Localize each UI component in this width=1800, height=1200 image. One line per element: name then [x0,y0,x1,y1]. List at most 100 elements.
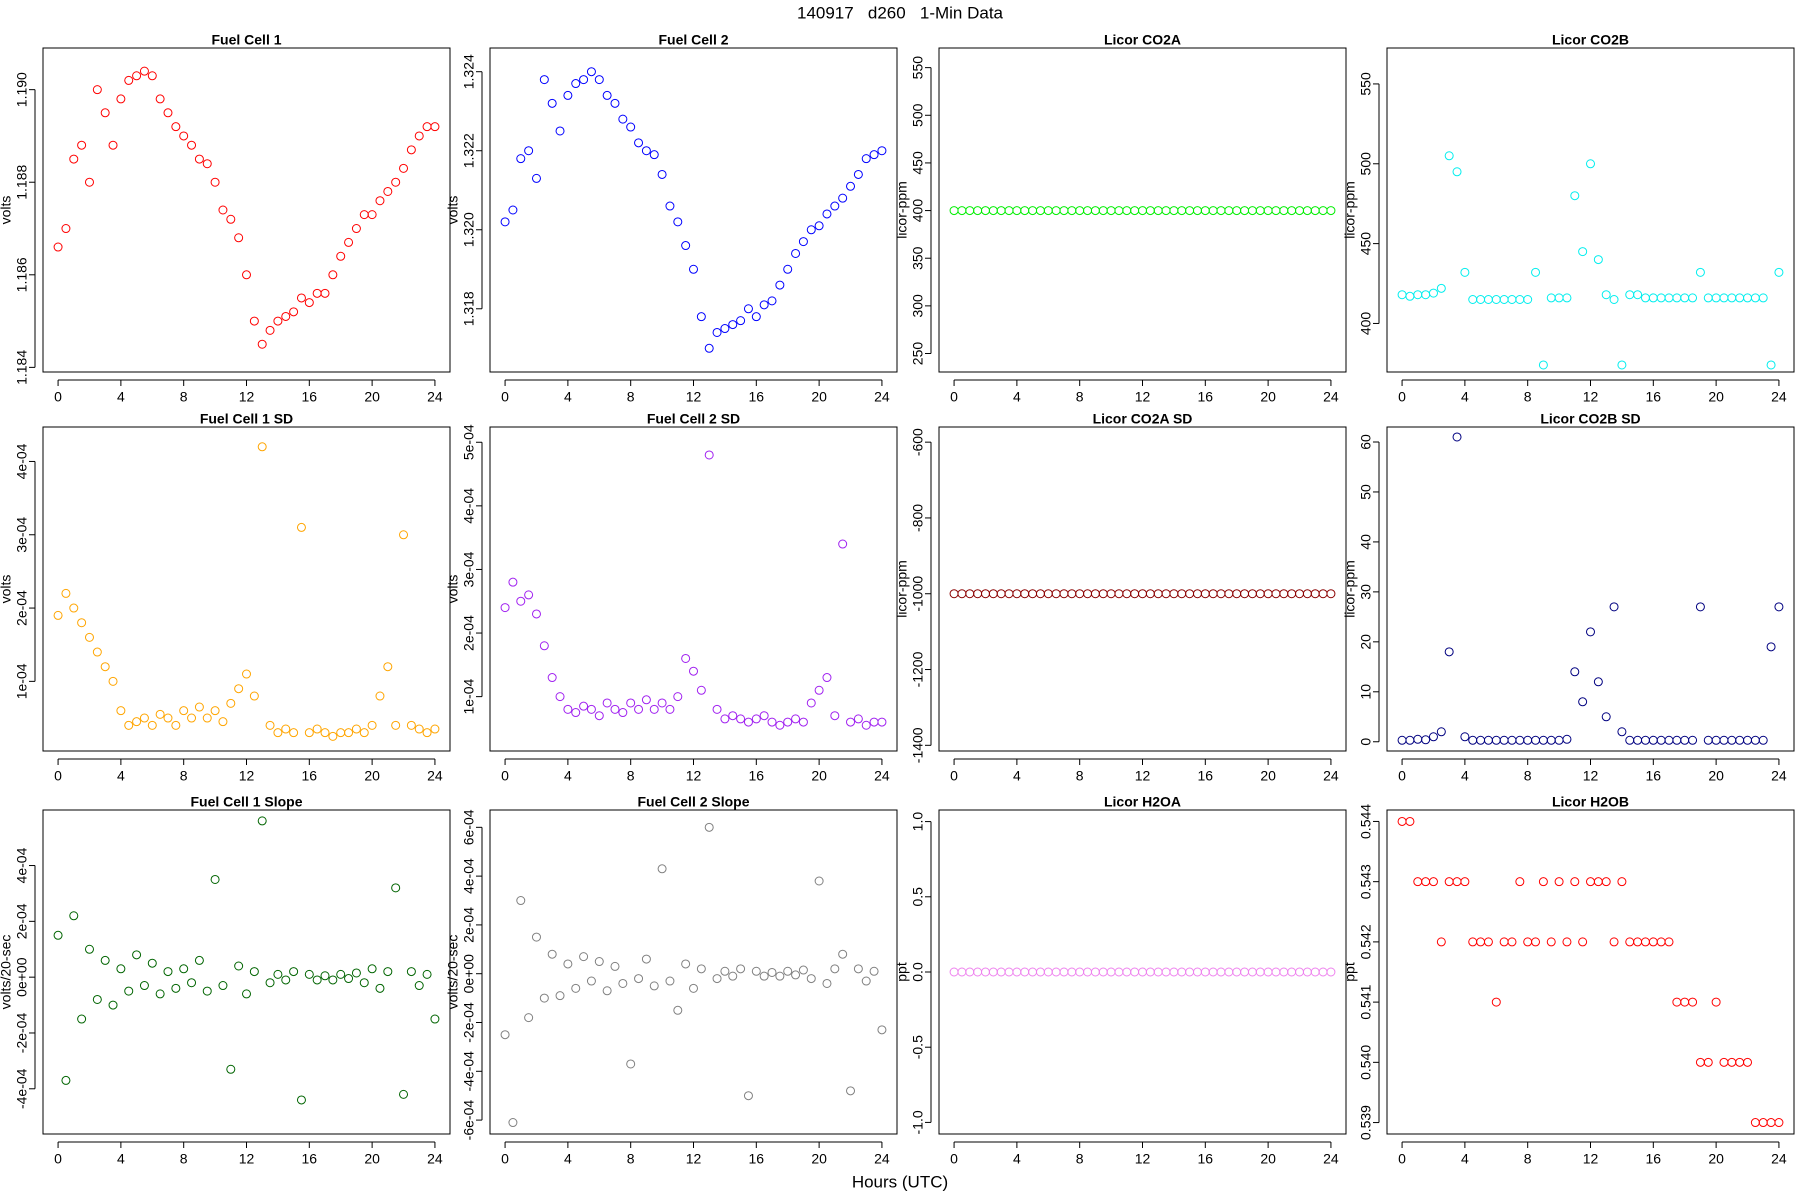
y-tick-label: 50 [1358,484,1374,500]
point [53,930,63,940]
point [814,876,824,886]
plot-box [489,47,898,373]
x-tick-label: 20 [364,389,380,405]
x-tick-label: 12 [686,1151,702,1167]
x-tick-label: 24 [427,389,443,405]
point [218,981,228,991]
point [571,708,581,718]
x-tick-label: 4 [564,768,572,784]
y-tick-label: -2e-04 [14,1013,30,1054]
y-tick-label: -4e-04 [14,1068,30,1109]
point [1601,712,1611,722]
point [249,316,259,326]
x-tick-label: 0 [950,1151,958,1167]
point [696,964,706,974]
x-tick-label: 20 [811,389,827,405]
point [1570,667,1580,677]
point [665,201,675,211]
y-tick-label: 1.318 [461,291,477,326]
x-tick-label: 8 [1524,768,1532,784]
point [69,603,79,613]
y-tick-label: 1.186 [14,257,30,292]
point [1609,602,1619,612]
plot-box [1386,47,1795,373]
x-tick-label: 20 [1708,768,1724,784]
point [1609,295,1619,305]
point [391,720,401,730]
point [171,720,181,730]
point [124,986,134,996]
point [1601,290,1611,300]
point [775,720,785,730]
point [846,717,856,727]
point [649,704,659,714]
point [273,316,283,326]
x-tick-label: 4 [1013,1151,1021,1167]
point [712,704,722,714]
point [712,974,722,984]
point [1688,997,1698,1007]
point [1695,267,1705,277]
point [563,959,573,969]
point [1562,937,1572,947]
y-tick-label: 1.322 [461,133,477,168]
x-tick-label: 12 [1583,389,1599,405]
point [791,248,801,258]
point [202,159,212,169]
x-tick-label: 0 [54,389,62,405]
point [649,981,659,991]
point [430,1014,440,1024]
point [736,714,746,724]
plot-box [42,426,451,752]
point [594,957,604,967]
point [602,90,612,100]
x-tick-label: 4 [564,1151,572,1167]
y-axis-label: volts [445,575,461,604]
y-tick-label: 1.320 [461,212,477,247]
point [336,969,346,979]
point [187,978,197,988]
x-tick-label: 16 [749,768,765,784]
point [641,695,651,705]
point [84,177,94,187]
point [242,270,251,280]
point [171,983,181,993]
y-tick-label: 4e-04 [14,847,30,883]
x-tick-label: 4 [1013,389,1021,405]
x-tick-label: 8 [627,768,635,784]
point [531,932,541,942]
point [547,673,557,683]
point [579,701,589,711]
point [1491,997,1501,1007]
point [296,1095,306,1105]
point [1436,283,1446,293]
point [547,949,557,959]
point [61,588,71,598]
point [524,590,534,600]
point [61,1075,71,1085]
point [344,728,354,738]
point [179,706,189,716]
point [273,728,283,738]
point [626,122,636,132]
point [689,983,698,993]
point [1515,877,1525,887]
point [1774,602,1784,612]
plot-box [489,809,898,1135]
y-tick-label: 2e-04 [461,907,477,943]
x-tick-label: 8 [627,389,635,405]
point [359,728,369,738]
point [571,983,581,993]
point [171,122,181,132]
point [344,974,354,984]
point [500,217,510,227]
point [618,114,628,124]
point [1617,727,1627,737]
point [210,706,220,716]
point [1507,937,1517,947]
chart-title: Fuel Cell 1 Slope [190,794,302,810]
point [767,967,777,977]
y-tick-label: -1400 [910,727,926,763]
x-tick-label: 20 [1708,389,1724,405]
point [1633,290,1643,300]
